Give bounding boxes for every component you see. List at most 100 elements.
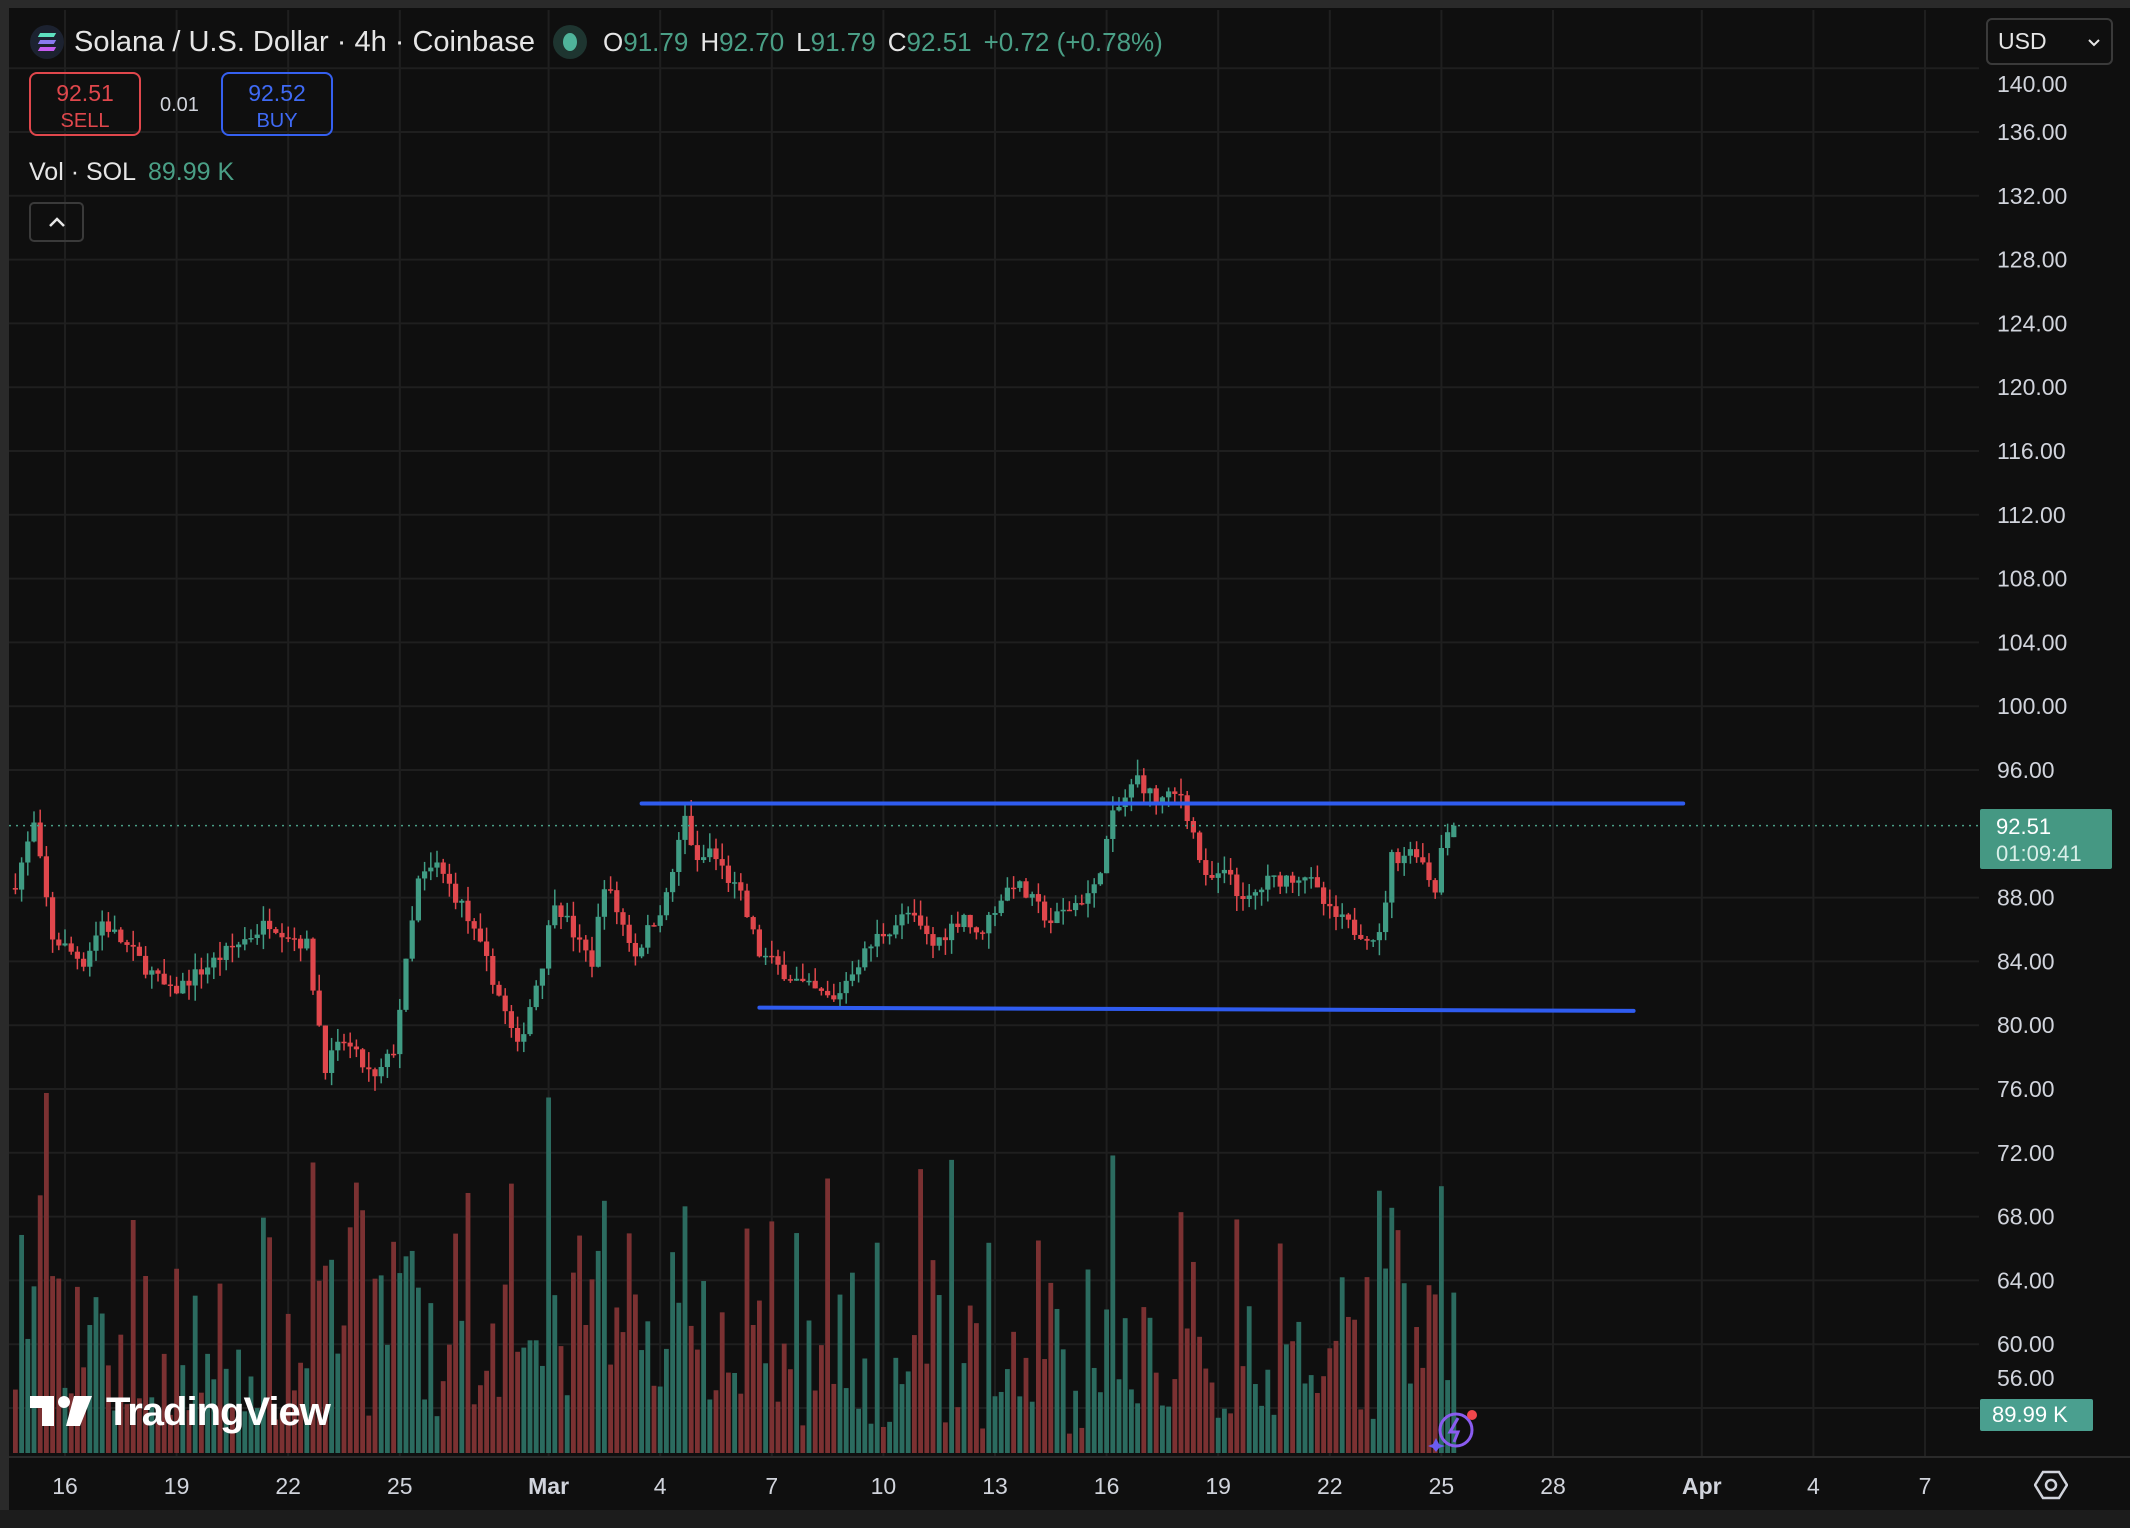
chevron-up-icon [48, 217, 65, 227]
price-axis[interactable]: 56.00 60.00 64.00 68.00 72.00 76.00 80.00 84.00… [1997, 71, 2067, 1391]
volume-bar [341, 1325, 347, 1453]
candle-body [1172, 791, 1178, 794]
candle [360, 1048, 366, 1073]
current-price: 92.51 [1996, 814, 2052, 839]
candle [62, 929, 68, 947]
symbol-title[interactable]: Solana / U.S. Dollar · 4h · Coinbase [74, 25, 535, 58]
candle [887, 933, 893, 945]
candle [378, 1058, 384, 1084]
volume-bar [44, 1093, 49, 1453]
volume-bar [1277, 1243, 1283, 1453]
candle [980, 930, 986, 940]
volume-bar [1339, 1277, 1345, 1453]
support-trendline[interactable] [757, 1005, 1636, 1013]
candle [217, 941, 223, 976]
volume-bar [62, 1387, 68, 1453]
candle [794, 966, 800, 981]
candle [403, 958, 409, 1012]
drawings [9, 801, 1979, 1013]
price-tick-label: 76.00 [1997, 1076, 2055, 1102]
candle-body [1426, 862, 1432, 881]
candle-body [595, 916, 601, 967]
volume-bar [471, 1404, 477, 1453]
candle [527, 999, 533, 1037]
volume-bar [1432, 1294, 1438, 1453]
volume-bar [1178, 1212, 1184, 1453]
candle [81, 952, 87, 972]
volume-bar [899, 1384, 905, 1453]
candle [1197, 830, 1203, 863]
volume-bar [496, 1396, 502, 1453]
volume-bar [1395, 1230, 1401, 1453]
candle-body [837, 993, 843, 1000]
candle [149, 966, 155, 989]
volume-bar [1228, 1413, 1233, 1453]
candle [124, 939, 130, 953]
candle [180, 972, 186, 994]
candle-body [136, 946, 142, 956]
price-tick-label: 68.00 [1997, 1204, 2055, 1230]
candle-body [391, 1053, 397, 1056]
time-axis[interactable]: 16 19 22 25 Mar 4 7 10 13 16 19 22 25 28 Apr 4 7 [52, 1473, 1931, 1499]
chart-settings-icon[interactable] [2034, 1470, 2068, 1500]
volume-bar [1222, 1408, 1227, 1453]
candle-body [223, 945, 229, 960]
volume-bar [385, 1344, 390, 1453]
volume-bar [137, 1398, 142, 1453]
candle-body [1296, 880, 1302, 883]
candle-body [192, 969, 198, 986]
candle [1172, 787, 1178, 804]
volume-bar [552, 1295, 558, 1453]
volume-bars [13, 1093, 1457, 1453]
volume-bar [1203, 1368, 1209, 1453]
volume-legend-label: Vol · SOL [29, 158, 136, 186]
volume-bar [174, 1268, 179, 1453]
volume-bar [310, 1162, 316, 1453]
candle-body [521, 1034, 527, 1042]
volume-bar [837, 1294, 843, 1453]
volume-bar [211, 1379, 217, 1453]
volume-bar [155, 1422, 161, 1453]
candle-body [564, 915, 570, 918]
volume-bar [236, 1349, 241, 1453]
price-tick-label: 96.00 [1997, 757, 2055, 783]
candle [248, 929, 254, 943]
candle-body [1017, 881, 1023, 888]
candle-body [341, 1041, 347, 1044]
candle-body [304, 938, 310, 949]
candle-body [701, 857, 707, 861]
volume-legend[interactable]: Vol · SOL 89.99 K [29, 158, 234, 187]
buy-button[interactable]: 92.52 BUY [221, 72, 333, 136]
current-price-label: 92.51 01:09:41 [1980, 809, 2112, 869]
volume-bar [1129, 1389, 1134, 1453]
market-open-dot-icon[interactable] [553, 25, 587, 59]
candle-body [112, 929, 118, 932]
candle-body [1104, 838, 1110, 874]
collapse-legend-button[interactable] [29, 202, 84, 242]
volume-bar [87, 1325, 93, 1453]
currency-select[interactable]: USD [1986, 18, 2113, 65]
candle [415, 875, 421, 923]
volume-bar [1191, 1261, 1196, 1453]
ai-assistant-icon[interactable] [1428, 1408, 1480, 1452]
volume-bar [639, 1350, 644, 1453]
tradingview-watermark[interactable]: TradingView [30, 1390, 331, 1435]
volume-bar [831, 1383, 837, 1453]
candle-body [74, 951, 80, 959]
candle [973, 926, 979, 940]
sell-button[interactable]: 92.51 SELL [29, 72, 141, 136]
candle [670, 868, 676, 902]
volume-bar [13, 1389, 18, 1453]
price-tick-label: 80.00 [1997, 1012, 2055, 1038]
price-tick-label: 132.00 [1997, 183, 2067, 209]
candle-body [1389, 852, 1395, 903]
candle-body [738, 882, 744, 891]
candle-body [725, 865, 731, 883]
candle [1017, 880, 1023, 892]
time-tick-label: 4 [1807, 1473, 1820, 1499]
volume-bar [1048, 1282, 1054, 1453]
volume-bar [887, 1421, 892, 1453]
ohlc-legend: O91.79 H92.70 L91.79 C92.51 +0.72 (+0.78… [603, 27, 1163, 58]
candle [1296, 876, 1302, 897]
